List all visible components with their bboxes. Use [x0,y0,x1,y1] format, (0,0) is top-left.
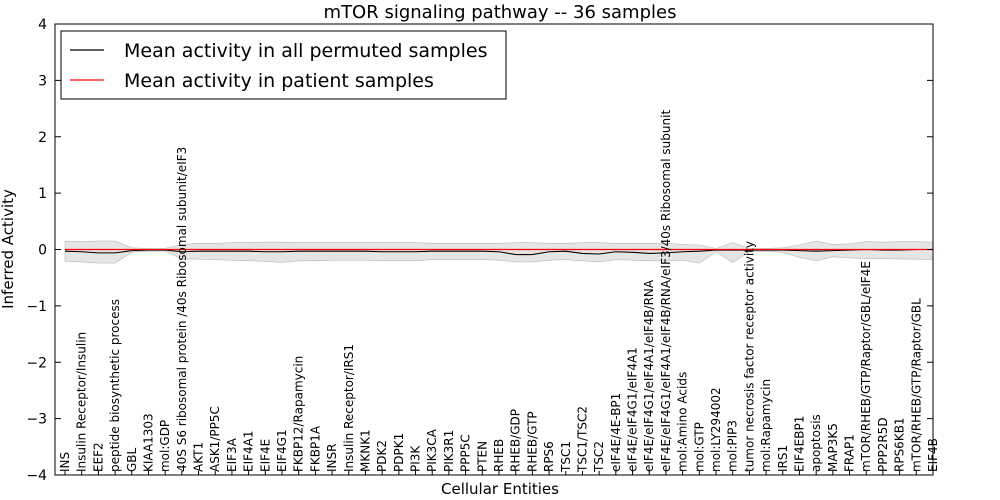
x-category-label: mol:PIP3 [726,420,740,472]
x-category-label: 40S S6 ribosomal protein /40s Ribosomal … [175,147,189,472]
x-category-label: PI3K [409,445,423,472]
x-category-label: MAP3K5 [826,423,840,472]
x-category-label: EIF3A [225,437,239,472]
x-axis-label: Cellular Entities [441,480,559,498]
x-category-label: tumor necrosis factor receptor activity [742,241,756,472]
x-category-label: EIF4E [258,439,272,472]
x-category-label: eIF4E/4E-BP1 [609,393,623,472]
x-category-label: INS [58,452,72,472]
x-category-label: eIF4E/eIF4G1/eIF4A1/eIF4B/RNA [642,279,656,472]
x-category-label: ASK1/PP5C [208,406,222,472]
x-category-label: EIF4EBP1 [792,416,806,472]
y-tick-label: 4 [38,17,47,33]
y-tick-label: 3 [38,73,47,89]
x-category-label: PPP2R5D [876,417,890,472]
x-category-label: FKBP1A [308,425,322,472]
x-category-label: RHEB/GDP [509,409,523,472]
y-tick-label: 1 [38,186,47,202]
x-category-label: PDK2 [375,440,389,472]
x-category-label: mol:GTP [692,422,706,472]
x-category-label: TSC2 [592,441,606,473]
series-line-1 [64,248,933,256]
x-category-label: Insulin Receptor/Insulin [75,332,89,472]
y-tick-label: 0 [38,243,47,259]
y-axis: −4 −3 −2 −1 0 1 2 3 4 [26,17,933,484]
x-category-label: peptide biosynthetic process [108,299,122,472]
legend-label-permuted: Mean activity in all permuted samples [124,40,487,62]
chart-title: mTOR signaling pathway -- 36 samples [324,2,677,23]
x-axis-categories: INS Insulin Receptor/Insulin EEF2 peptide b… [58,110,940,475]
y-axis-label: Inferred Activity [0,189,17,309]
x-category-label: EIF4B [926,438,940,472]
x-category-label: Insulin Receptor/IRS1 [342,344,356,472]
x-category-label: RPS6KB1 [893,417,907,472]
x-category-label: AKT1 [192,442,206,472]
x-category-label: GBL [125,447,139,472]
x-category-label: PDPK1 [392,433,406,472]
x-category-label: RPS6 [542,441,556,472]
x-category-label: PIK3CA [425,428,439,472]
x-category-label: INSR [325,444,339,472]
x-category-label: EIF4G1 [275,429,289,472]
x-category-label: mol:GDP [158,420,172,472]
x-category-label: PTEN [475,441,489,472]
x-category-label: PIK3R1 [442,430,456,472]
x-category-label: PPP5C [459,434,473,472]
x-category-label: mol:Amino Acids [676,372,690,472]
x-category-label: RHEB/GTP [525,411,539,472]
x-category-label: EIF4A1 [242,430,256,472]
y-tick-label: −3 [26,412,47,428]
x-category-label: EEF2 [91,442,105,472]
y-tick-label: −4 [26,468,47,484]
x-category-label: TSC1 [559,441,573,473]
series-layer [64,248,933,256]
x-category-label: MKNK1 [358,429,372,472]
x-category-label: eIF4E/eIF4G1/eIF4A1 [626,347,640,472]
x-category-label: IRS1 [776,445,790,472]
x-category-label: eIF4E/eIF4G1/eIF4A1/eIF4B/RNA/eIF3/40s R… [659,110,673,472]
y-tick-label: −2 [26,355,47,371]
legend-frame [60,30,507,100]
x-category-label: FRAP1 [843,434,857,472]
legend: Mean activity in all permuted samples Me… [60,30,507,100]
x-category-label: mTOR/RHEB/GTP/Raptor/GBL/eIF4E [859,261,873,472]
y-tick-label: −1 [26,299,47,315]
x-category-label: KIAA1303 [141,413,155,472]
x-category-label: FKBP12/Rapamycin [292,356,306,472]
x-category-label: mol:Rapamycin [759,379,773,472]
y-tick-label: 2 [38,130,47,146]
legend-label-patient: Mean activity in patient samples [124,70,434,92]
x-category-label: mol:LY294002 [709,387,723,472]
x-category-label: apoptosis [809,414,823,472]
x-category-label: RHEB [492,439,506,472]
x-category-label: mTOR/RHEB/GTP/Raptor/GBL [909,298,923,472]
x-category-label: TSC1/TSC2 [575,406,589,473]
